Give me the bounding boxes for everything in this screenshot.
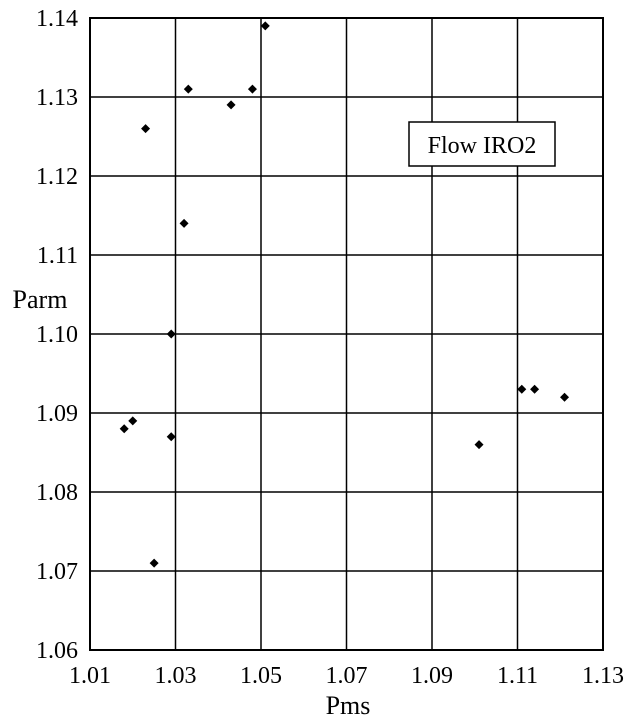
y-tick-label: 1.11 xyxy=(37,243,78,269)
legend-label: Flow IRO2 xyxy=(428,133,537,159)
y-tick-label: 1.08 xyxy=(36,480,78,506)
x-tick-label: 1.09 xyxy=(411,663,453,689)
x-tick-label: 1.03 xyxy=(155,663,197,689)
data-point xyxy=(517,384,527,394)
data-point xyxy=(530,384,540,394)
y-tick-label: 1.13 xyxy=(36,85,78,111)
data-point xyxy=(260,21,270,31)
data-point xyxy=(128,416,138,426)
data-point xyxy=(149,558,159,568)
y-tick-label: 1.06 xyxy=(36,638,78,664)
y-axis-label: Parm xyxy=(13,285,68,314)
x-axis-label: Pms xyxy=(326,691,371,720)
x-tick-label: 1.01 xyxy=(69,663,111,689)
x-tick-label: 1.05 xyxy=(240,663,282,689)
y-tick-labels: 1.06 1.07 1.08 1.09 1.10 1.11 1.12 1.13 1.14 xyxy=(36,6,78,664)
y-tick-label: 1.10 xyxy=(36,322,78,348)
y-tick-label: 1.14 xyxy=(36,6,78,32)
x-tick-label: 1.07 xyxy=(326,663,368,689)
data-point xyxy=(119,424,129,434)
data-point xyxy=(179,218,189,228)
data-point xyxy=(247,84,257,94)
x-tick-labels: 1.01 1.03 1.05 1.07 1.09 1.11 1.13 xyxy=(69,663,624,689)
data-point xyxy=(183,84,193,94)
x-tick-label: 1.13 xyxy=(582,663,624,689)
x-tick-label: 1.11 xyxy=(497,663,538,689)
legend-box: Flow IRO2 xyxy=(408,121,556,167)
y-tick-label: 1.09 xyxy=(36,401,78,427)
data-point xyxy=(141,124,151,134)
data-point xyxy=(226,100,236,110)
y-tick-label: 1.12 xyxy=(36,164,78,190)
legend-frame xyxy=(408,121,556,167)
data-point xyxy=(474,440,484,450)
data-point xyxy=(560,392,570,402)
data-point xyxy=(166,329,176,339)
y-tick-label: 1.07 xyxy=(36,559,78,585)
data-point xyxy=(166,432,176,442)
data-points xyxy=(119,21,570,568)
plot-frame xyxy=(89,17,604,651)
